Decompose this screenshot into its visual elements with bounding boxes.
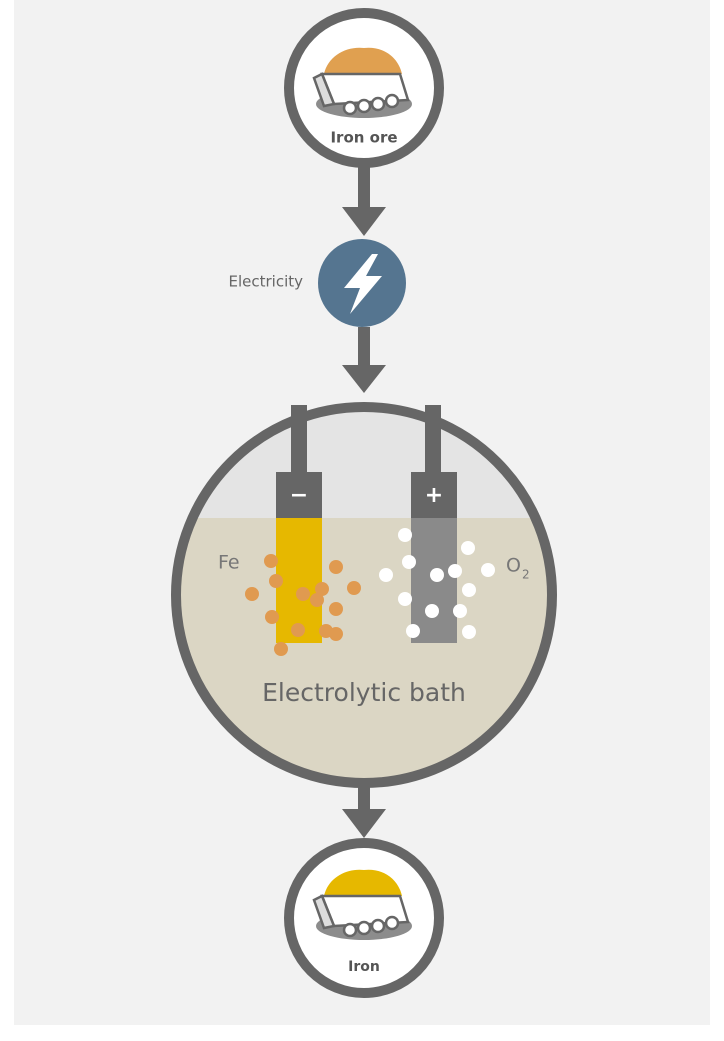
- diagram: Iron ore Electricity − + Fe O 2 Electrol…: [0, 0, 724, 1041]
- anode-product: O: [506, 555, 521, 577]
- anode-product-subscript: 2: [522, 568, 530, 582]
- anode-rod: [425, 405, 441, 475]
- output-label: Iron: [348, 959, 380, 975]
- cathode-rod: [291, 405, 307, 475]
- energy-label: Electricity: [228, 273, 303, 291]
- arrow-shaft: [358, 783, 370, 813]
- bath-label: Electrolytic bath: [262, 678, 466, 707]
- cathode-sign: −: [290, 483, 308, 508]
- input-label: Iron ore: [330, 129, 397, 147]
- arrow-shaft: [358, 163, 370, 213]
- arrow-shaft: [358, 327, 370, 371]
- anode-sign: +: [425, 483, 443, 508]
- cathode-product: Fe: [218, 552, 240, 574]
